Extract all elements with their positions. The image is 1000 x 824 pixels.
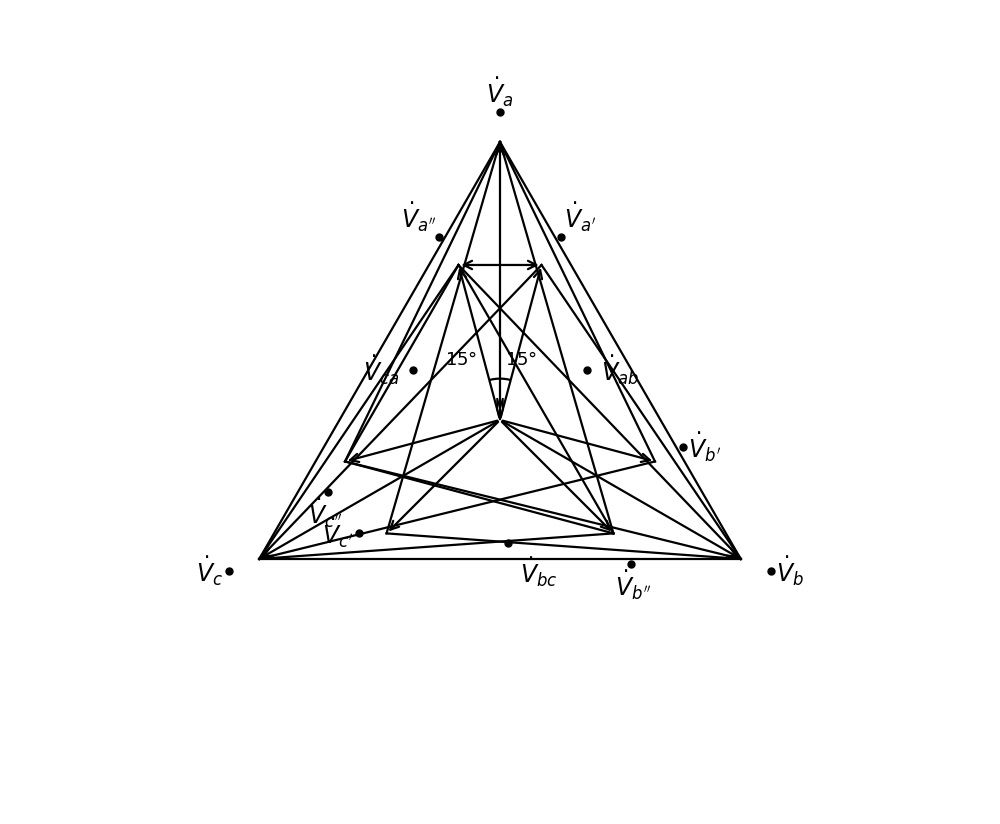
Text: $\dot{V}_{ca}$: $\dot{V}_{ca}$ (363, 353, 399, 387)
Text: $\dot{V}_b$: $\dot{V}_b$ (776, 554, 805, 588)
Text: $15°$: $15°$ (505, 351, 537, 369)
Text: $\dot{V}_{b^{\prime\prime}}$: $\dot{V}_{b^{\prime\prime}}$ (615, 569, 652, 602)
Text: $15°$: $15°$ (445, 351, 478, 369)
Text: $\dot{V}_a$: $\dot{V}_a$ (486, 75, 514, 109)
Text: $\dot{V}_{c^{\prime\prime}}$: $\dot{V}_{c^{\prime\prime}}$ (308, 496, 342, 531)
Text: $\dot{V}_c$: $\dot{V}_c$ (196, 554, 224, 588)
Text: $\dot{V}_{ab}$: $\dot{V}_{ab}$ (601, 353, 639, 387)
Text: $\dot{V}_{a^{\prime\prime}}$: $\dot{V}_{a^{\prime\prime}}$ (401, 200, 436, 234)
Text: $\dot{V}_{a^{\prime}}$: $\dot{V}_{a^{\prime}}$ (564, 200, 596, 234)
Text: $\dot{V}_{b^{\prime}}$: $\dot{V}_{b^{\prime}}$ (688, 430, 722, 464)
Text: $\dot{V}_{c^{\prime}}$: $\dot{V}_{c^{\prime}}$ (322, 517, 353, 550)
Text: $\dot{V}_{bc}$: $\dot{V}_{bc}$ (520, 555, 558, 589)
